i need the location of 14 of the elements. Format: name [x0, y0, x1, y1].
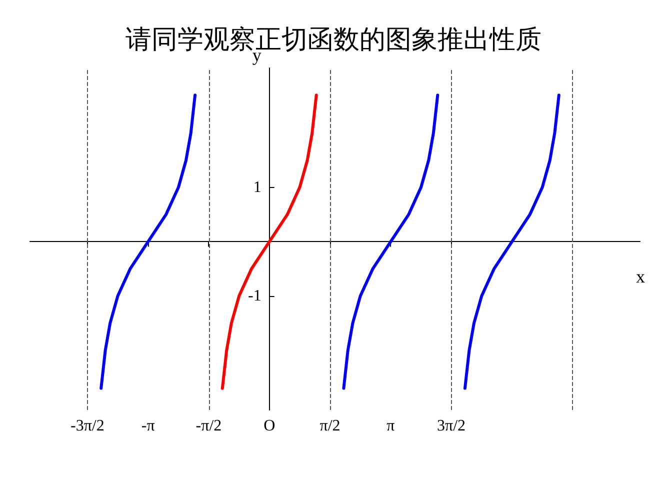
- line-series: [100, 94, 197, 390]
- line-series: [463, 94, 560, 390]
- x-tick-label: π/2: [320, 418, 340, 434]
- y-tick-label: -1: [248, 288, 262, 304]
- x-tick-label: O: [264, 418, 276, 434]
- x-tick-label: -π: [141, 418, 155, 434]
- line-series: [342, 94, 440, 390]
- x-axis-title: x: [636, 266, 645, 287]
- x-tick-label: -3π/2: [70, 418, 104, 434]
- x-tick-label: π: [386, 418, 395, 434]
- x-tick-label: -π/2: [196, 418, 222, 434]
- line-series: [220, 94, 318, 390]
- x-tick-label: 3π/2: [437, 418, 466, 434]
- y-tick-label: 1: [253, 178, 262, 196]
